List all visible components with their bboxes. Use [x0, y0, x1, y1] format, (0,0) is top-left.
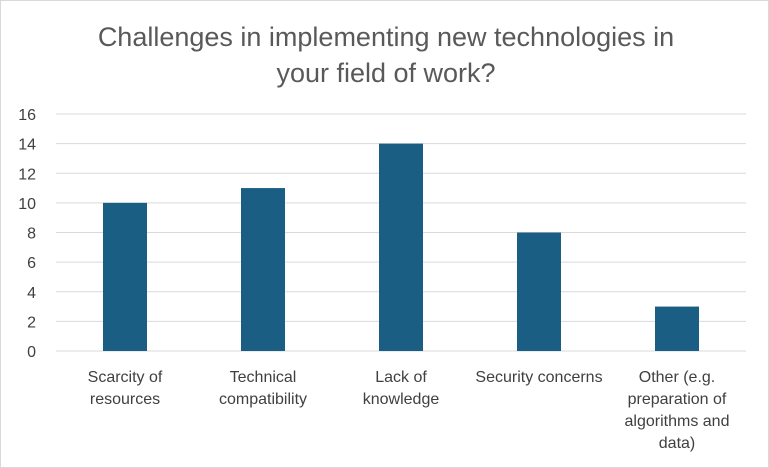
x-category-label: Technical compatibility: [219, 369, 307, 408]
y-tick-label: 16: [18, 107, 36, 124]
bar: [241, 188, 285, 351]
x-category-label-line: Security concerns: [475, 369, 602, 386]
x-category-label-line: compatibility: [219, 391, 307, 408]
y-tick-label: 8: [27, 226, 36, 243]
x-category-label-line: knowledge: [363, 391, 440, 408]
y-tick-label: 10: [18, 196, 36, 213]
y-tick-label: 14: [18, 137, 36, 154]
chart-title-line-1: Challenges in implementing new technolog…: [97, 22, 675, 52]
x-category-label: Security concerns: [475, 369, 602, 386]
x-category-label-line: Lack of: [375, 369, 427, 386]
x-category-label: Other (e.g. preparation of algorithms and d…: [625, 369, 730, 452]
y-tick-label: 2: [27, 314, 36, 331]
x-category-label-line: Technical: [230, 369, 297, 386]
x-category-label-line: Scarcity of: [88, 369, 163, 386]
x-category-label-line: data): [659, 435, 695, 452]
bar: [655, 306, 699, 351]
x-category-label: Scarcity of resources: [88, 369, 163, 408]
y-tick-label: 0: [27, 344, 36, 361]
y-tick-label: 12: [18, 166, 36, 183]
chart-title: Challenges in implementing new technolog…: [61, 19, 711, 91]
bar: [103, 202, 147, 351]
chart-title-line-2: your field of work?: [276, 58, 496, 88]
x-category-label: Lack of knowledge: [363, 369, 440, 408]
y-tick-label: 4: [27, 285, 36, 302]
bar: [517, 232, 561, 351]
x-category-label-line: preparation of: [628, 391, 727, 408]
x-category-label-line: Other (e.g.: [639, 369, 715, 386]
bar: [379, 143, 423, 351]
y-tick-label: 6: [27, 255, 36, 272]
x-category-label-line: algorithms and: [625, 413, 730, 430]
x-category-label-line: resources: [90, 391, 160, 408]
